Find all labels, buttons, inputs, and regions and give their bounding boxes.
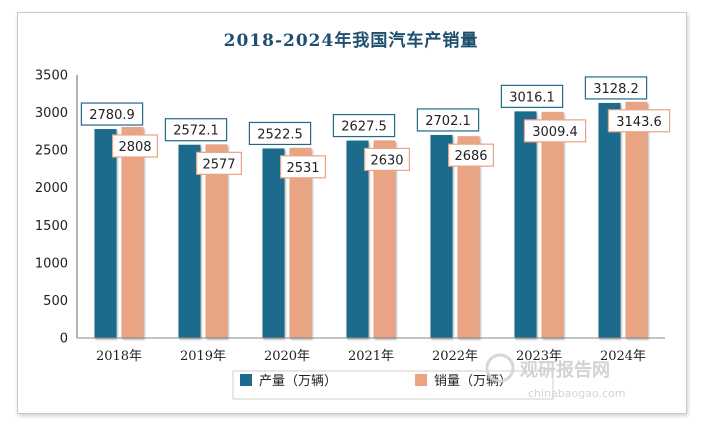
bar-sales [373, 140, 396, 338]
x-tick-label: 2019年 [180, 349, 226, 364]
y-tick-label: 1500 [35, 219, 68, 234]
data-label-box [80, 102, 144, 126]
legend-swatch [415, 374, 427, 386]
data-label-box [164, 118, 228, 142]
watermark-sub-text: chinabaogao.com [528, 387, 626, 400]
data-label-box [416, 108, 480, 132]
data-label-box [523, 119, 587, 143]
data-label-production: 3016.1 [509, 90, 555, 105]
data-label-sales: 2808 [118, 140, 151, 155]
y-tick-label: 0 [60, 332, 68, 347]
data-label-box [500, 84, 564, 108]
y-axis: 0 500 1000 1500 2000 2500 3000 3500 [35, 69, 78, 347]
y-tick-label: 500 [43, 294, 68, 309]
data-label-sales: 2577 [202, 157, 235, 172]
bar-sales [457, 136, 480, 338]
legend-label: 产量（万辆） [259, 374, 337, 389]
bar-production [514, 111, 537, 338]
data-label-sales: 3143.6 [616, 115, 662, 130]
data-label-box [364, 147, 411, 171]
data-label-box [280, 155, 327, 179]
bar-production [178, 144, 201, 338]
data-label-sales: 2686 [454, 149, 487, 164]
bar-production [346, 140, 369, 338]
y-tick-label: 3500 [35, 69, 68, 84]
chart-title: 2018-2024年我国汽车产销量 [224, 30, 479, 51]
data-label-production: 2627.5 [341, 120, 387, 135]
watermark-main-text: 观研报告网 [520, 359, 610, 381]
data-label-sales: 2630 [370, 153, 403, 168]
legend-swatch [240, 374, 252, 386]
data-label-box [248, 121, 312, 146]
data-label-box [607, 109, 671, 133]
watermark: 观研报告网 chinabaogao.com [485, 353, 626, 400]
bar-production [94, 129, 117, 338]
watermark-logo-icon [485, 353, 515, 383]
data-label-box [584, 76, 648, 100]
data-label-sales: 3009.4 [532, 125, 578, 140]
bar-sales [205, 144, 228, 338]
data-label-production: 2702.1 [425, 114, 471, 129]
x-tick-label: 2020年 [264, 349, 310, 364]
bar-production [262, 148, 285, 338]
x-tick-label: 2022年 [432, 349, 478, 364]
bar-production [598, 102, 621, 339]
bar-sales [121, 126, 144, 338]
y-tick-label: 2500 [35, 144, 68, 159]
legend: 产量（万辆） 销量（万辆） [232, 370, 554, 400]
data-label-sales: 2531 [286, 161, 319, 176]
bar-sales [289, 147, 312, 338]
x-tick-label: 2018年 [96, 349, 142, 364]
bar-sales [625, 101, 648, 338]
data-label-box [448, 143, 495, 167]
x-tick-label: 2024年 [600, 349, 646, 364]
data-labels-group: 2780.9 2808 2572.1 2577 2522.5 2531 2627.5 2630… [80, 76, 671, 179]
data-label-production: 3128.2 [593, 82, 639, 97]
data-label-box [332, 113, 396, 138]
bars-group [94, 101, 648, 339]
legend-box [232, 370, 554, 400]
x-axis: 2018年 2019年 2020年 2021年 2022年 2023年 2024年 [77, 337, 665, 364]
data-label-production: 2522.5 [257, 127, 303, 142]
x-tick-label: 2021年 [348, 349, 394, 364]
x-tick-label: 2023年 [516, 349, 562, 364]
bar-production [430, 134, 453, 338]
y-tick-label: 2000 [35, 181, 68, 196]
data-label-production: 2780.9 [89, 108, 135, 123]
data-label-box [111, 134, 158, 158]
bar-sales [541, 111, 564, 339]
y-tick-label: 3000 [35, 106, 68, 121]
y-tick-label: 1000 [35, 256, 68, 271]
data-label-production: 2572.1 [173, 124, 219, 139]
data-label-box [196, 151, 243, 175]
